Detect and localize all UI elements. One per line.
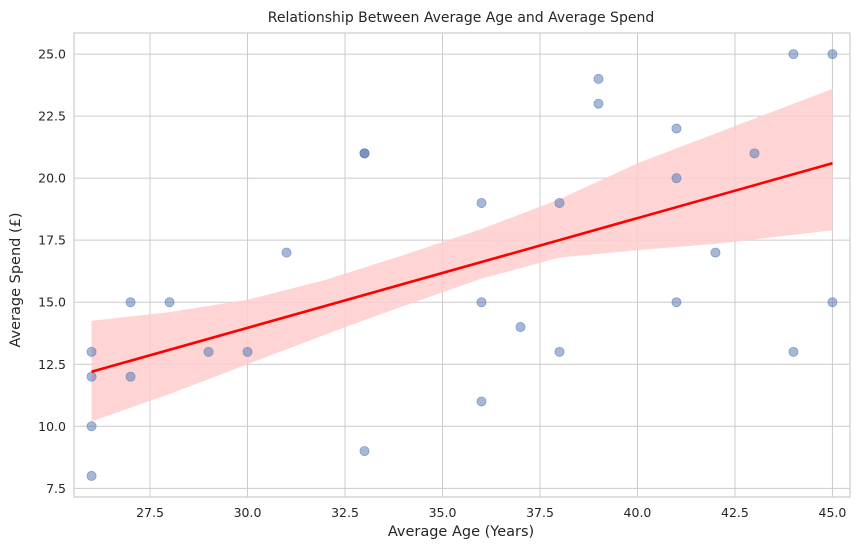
y-axis-label: Average Spend (£)	[8, 212, 24, 347]
scatter-point	[86, 421, 97, 432]
x-tick-label: 27.5	[136, 505, 164, 520]
x-tick-label: 32.5	[331, 505, 359, 520]
confidence-band	[91, 88, 833, 422]
y-tick-label: 20.0	[38, 171, 66, 186]
scatter-point	[86, 470, 97, 481]
scatter-point	[671, 123, 682, 134]
y-tick-label: 17.5	[38, 233, 66, 248]
scatter-point	[125, 297, 136, 308]
y-tick-label: 15.0	[38, 295, 66, 310]
scatter-point	[359, 446, 370, 457]
scatter-point	[554, 346, 565, 357]
x-tick-label: 30.0	[234, 505, 262, 520]
plot-frame	[73, 32, 851, 498]
y-tick-label: 10.0	[38, 419, 66, 434]
confidence-band-layer	[91, 88, 833, 422]
scatter-point	[476, 297, 487, 308]
y-tick-label: 22.5	[38, 109, 66, 124]
scatter-point	[476, 396, 487, 407]
y-tick-labels: 7.5 10.0 12.5 15.0 17.5 20.0 22.5 25.0	[38, 47, 66, 496]
scatter-point	[827, 49, 838, 60]
y-tick-label: 12.5	[38, 357, 66, 372]
scatter-point	[593, 98, 604, 109]
scatter-point	[671, 297, 682, 308]
scatter-point	[788, 346, 799, 357]
scatter-point	[164, 297, 175, 308]
x-tick-label: 40.0	[624, 505, 652, 520]
x-tick-labels: 27.5 30.0 32.5 35.0 37.5 40.0 42.5 45.0	[136, 505, 846, 520]
x-axis-label: Average Age (Years)	[388, 524, 534, 540]
scatter-point	[515, 322, 526, 333]
regression-line	[91, 162, 833, 373]
scatter-point	[86, 346, 97, 357]
scatter-point	[203, 346, 214, 357]
x-tick-label: 42.5	[721, 505, 749, 520]
x-tick-label: 37.5	[526, 505, 554, 520]
scatter-point	[788, 49, 799, 60]
scatter-point	[281, 247, 292, 258]
scatter-point	[554, 197, 565, 208]
x-tick-label: 35.0	[429, 505, 457, 520]
scatter-point	[671, 173, 682, 184]
scatter-point	[749, 148, 760, 159]
scatter-point	[86, 371, 97, 382]
regression-line-layer	[91, 162, 833, 373]
scatter-point	[242, 346, 253, 357]
scatter-point	[827, 297, 838, 308]
y-tick-label: 7.5	[46, 481, 66, 496]
scatter-point	[359, 148, 370, 159]
x-tick-label: 45.0	[819, 505, 847, 520]
points-layer	[86, 49, 838, 481]
scatter-point	[593, 73, 604, 84]
scatter-point	[476, 197, 487, 208]
scatter-point	[125, 371, 136, 382]
y-tick-label: 25.0	[38, 47, 66, 62]
scatter-point	[710, 247, 721, 258]
chart-title: Relationship Between Average Age and Ave…	[268, 10, 654, 26]
